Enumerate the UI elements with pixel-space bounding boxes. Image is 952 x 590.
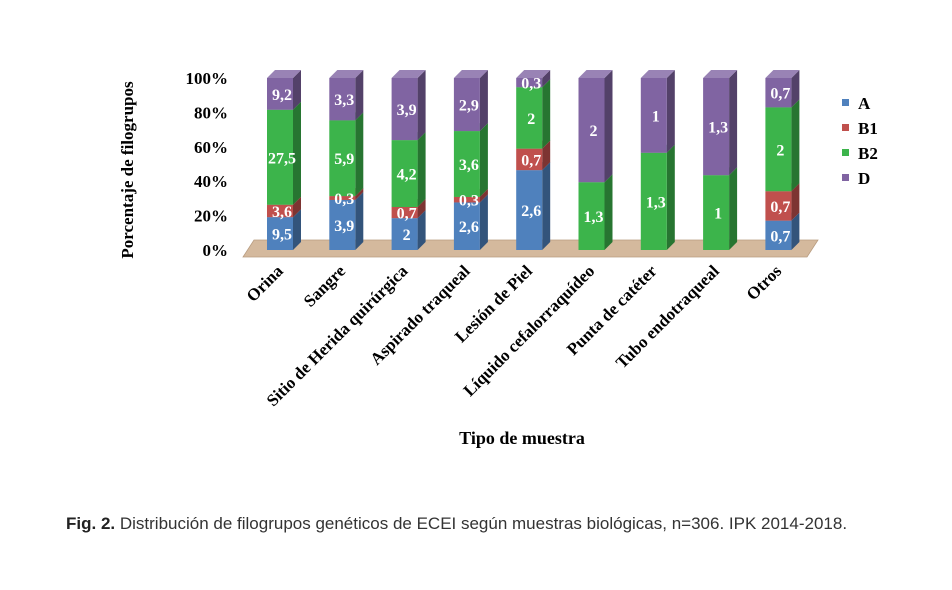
data-label: 3,9 (397, 102, 417, 119)
data-label: 2 (527, 111, 535, 128)
legend-label: D (858, 169, 870, 188)
legend-label: B2 (858, 144, 878, 163)
legend-swatch (842, 174, 849, 181)
data-label: 0,7 (770, 228, 790, 245)
x-tick-label: Otros (743, 261, 786, 304)
y-tick-label: 80% (194, 103, 228, 122)
bar-segment-d (640, 70, 675, 153)
data-label: 0,7 (770, 199, 790, 216)
bar-segment-d (703, 70, 738, 176)
data-label: 2,6 (521, 203, 541, 220)
data-label: 0,7 (521, 152, 541, 169)
x-tick-label: Sangre (300, 261, 350, 311)
bar-segment-d (765, 70, 800, 108)
y-axis-title: Porcentaje de filogrupos (118, 81, 137, 259)
data-label: 9,2 (272, 87, 292, 104)
data-label: 2,9 (459, 98, 479, 115)
bar-segment-d (391, 70, 426, 141)
bar-segment-b2 (453, 123, 488, 197)
legend-swatch (842, 149, 849, 156)
x-tick-label: Tubo endotraqueal (612, 261, 723, 372)
legend-item-a: A (842, 94, 871, 113)
figure-caption: Fig. 2. Distribución de filogrupos genét… (66, 514, 936, 534)
data-label: 2 (403, 227, 411, 244)
bar-segment-b2 (516, 79, 551, 149)
legend-item-b1: B1 (842, 119, 878, 138)
bar-segment-d (267, 70, 301, 110)
data-label: 5,9 (334, 151, 354, 168)
caption-label: Fig. 2. (66, 514, 116, 533)
data-label: 2,6 (459, 219, 479, 236)
x-tick-label: Orina (243, 261, 288, 306)
y-tick-label: 20% (194, 207, 228, 226)
legend-item-d: D (842, 169, 870, 188)
data-label: 3,3 (334, 92, 354, 109)
bar-segment-b2 (765, 99, 800, 192)
bar-segment-d (453, 70, 488, 132)
data-label: 1 (714, 206, 722, 223)
data-label: 2 (590, 123, 598, 140)
data-label: 1,3 (584, 209, 604, 226)
data-label: 3,9 (334, 218, 354, 235)
stacked-bar-chart: 9,5 3,6 27,5 9,2 3,9 0,3 5,9 3,3 2 0,7 4,2 3,9 2,6 0,… (118, 69, 878, 448)
x-axis-title: Tipo de muestra (459, 428, 585, 448)
data-label: 3,6 (459, 157, 479, 174)
data-label: 1 (652, 108, 660, 125)
bar-segment-d (516, 70, 551, 88)
legend-item-b2: B2 (842, 144, 878, 163)
legend-swatch (842, 124, 849, 131)
data-label: 9,5 (272, 227, 292, 244)
data-label: 1,3 (646, 194, 666, 211)
y-tick-label: 40% (194, 172, 228, 191)
legend-label: A (858, 94, 871, 113)
data-label: 27,5 (268, 150, 296, 167)
caption-text: Distribución de filogrupos genéticos de … (115, 514, 848, 533)
bar-segment-d (329, 70, 364, 121)
data-label: 0,7 (397, 206, 417, 223)
data-label: 0,7 (770, 86, 790, 103)
y-tick-label: 60% (194, 138, 228, 157)
bar-segment-b2 (640, 144, 675, 250)
legend-label: B1 (858, 119, 878, 138)
data-label: 0,3 (521, 76, 541, 93)
data-label: 1,3 (708, 120, 728, 137)
legend-swatch (842, 99, 849, 106)
data-label: 0,3 (459, 193, 479, 210)
data-label: 2 (776, 142, 784, 159)
data-label: 3,6 (272, 204, 292, 221)
data-label: 4,2 (397, 167, 417, 184)
bar-segment-d (578, 70, 613, 183)
y-tick-label: 0% (203, 241, 229, 260)
y-tick-label: 100% (186, 69, 229, 88)
data-label: 0,3 (334, 191, 354, 208)
